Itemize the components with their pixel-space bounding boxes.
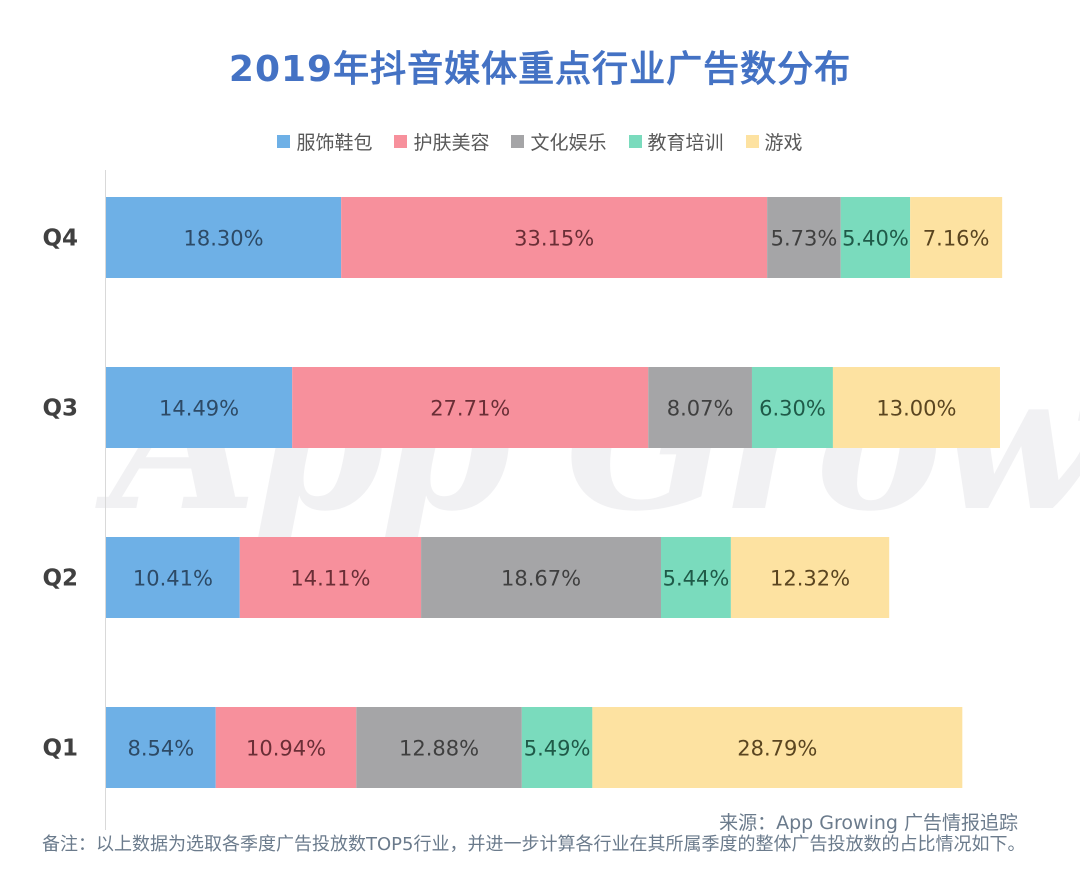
data-label: 13.00% [876,397,956,421]
legend-item: 文化娱乐 [511,128,607,155]
data-label: 18.67% [501,567,581,591]
bar-segment [106,537,240,618]
bar-segment [910,197,1003,278]
bar-segment [767,197,841,278]
y-tick-label: Q1 [42,736,78,762]
data-label: 12.88% [399,737,479,761]
bar-segment [592,707,963,788]
data-label: 27.71% [430,397,510,421]
y-tick-label: Q3 [42,396,78,422]
data-label: 14.49% [159,397,239,421]
bar-segment [751,367,833,448]
bar-segment [356,707,522,788]
data-label: 7.16% [923,227,990,251]
legend-swatch [511,135,525,148]
legend-label: 教育培训 [647,132,724,154]
bar-segment [239,537,422,618]
data-label: 5.73% [771,227,838,251]
data-label: 14.11% [290,567,370,591]
bar-segment [660,537,731,618]
data-label: 5.44% [663,567,730,591]
y-tick-label: Q2 [42,566,78,592]
data-label: 33.15% [514,227,594,251]
source-text: 来源：App Growing 广告情报追踪 [719,812,1018,834]
bar-segment [648,367,752,448]
legend-label: 护肤美容 [413,132,490,154]
legend-label: 服饰鞋包 [296,132,373,154]
bar-segment [292,367,649,448]
data-label: 5.40% [842,227,909,251]
data-label: 10.41% [133,567,213,591]
footnote: 备注：以上数据为选取各季度广告投放数TOP5行业，并进一步计算各行业在其所属季度… [42,834,1026,855]
data-label: 8.07% [667,397,734,421]
legend-label: 游戏 [764,132,803,154]
legend-swatch [628,135,642,148]
bar-segment [341,197,768,278]
legend-item: 游戏 [745,128,803,155]
bar-segment [421,537,661,618]
data-label: 12.32% [770,567,850,591]
legend: 服饰鞋包 护肤美容 文化娱乐 教育培训 游戏 [0,128,1080,155]
bar-segment [106,707,216,788]
bar-segment [106,197,342,278]
data-label: 10.94% [246,737,326,761]
chart-title: 2019年抖音媒体重点行业广告数分布 [228,49,852,90]
bar-segment [832,367,1000,448]
legend-item: 护肤美容 [394,128,489,155]
data-label: 18.30% [184,227,264,251]
data-label: 8.54% [128,737,195,761]
bar-segment [106,367,293,448]
legend-item: 服饰鞋包 [277,128,372,155]
bar-segment [730,537,890,618]
legend-label: 文化娱乐 [530,132,607,154]
data-label: 6.30% [759,397,826,421]
legend-item: 教育培训 [628,128,724,155]
bar-segment [840,197,911,278]
bar-segment [521,707,593,788]
legend-swatch [745,135,759,148]
y-tick-label: Q4 [42,226,78,252]
data-label: 5.49% [524,737,591,761]
legend-swatch [277,135,291,148]
legend-swatch [394,135,408,148]
data-label: 28.79% [737,737,817,761]
bar-segment [215,707,357,788]
